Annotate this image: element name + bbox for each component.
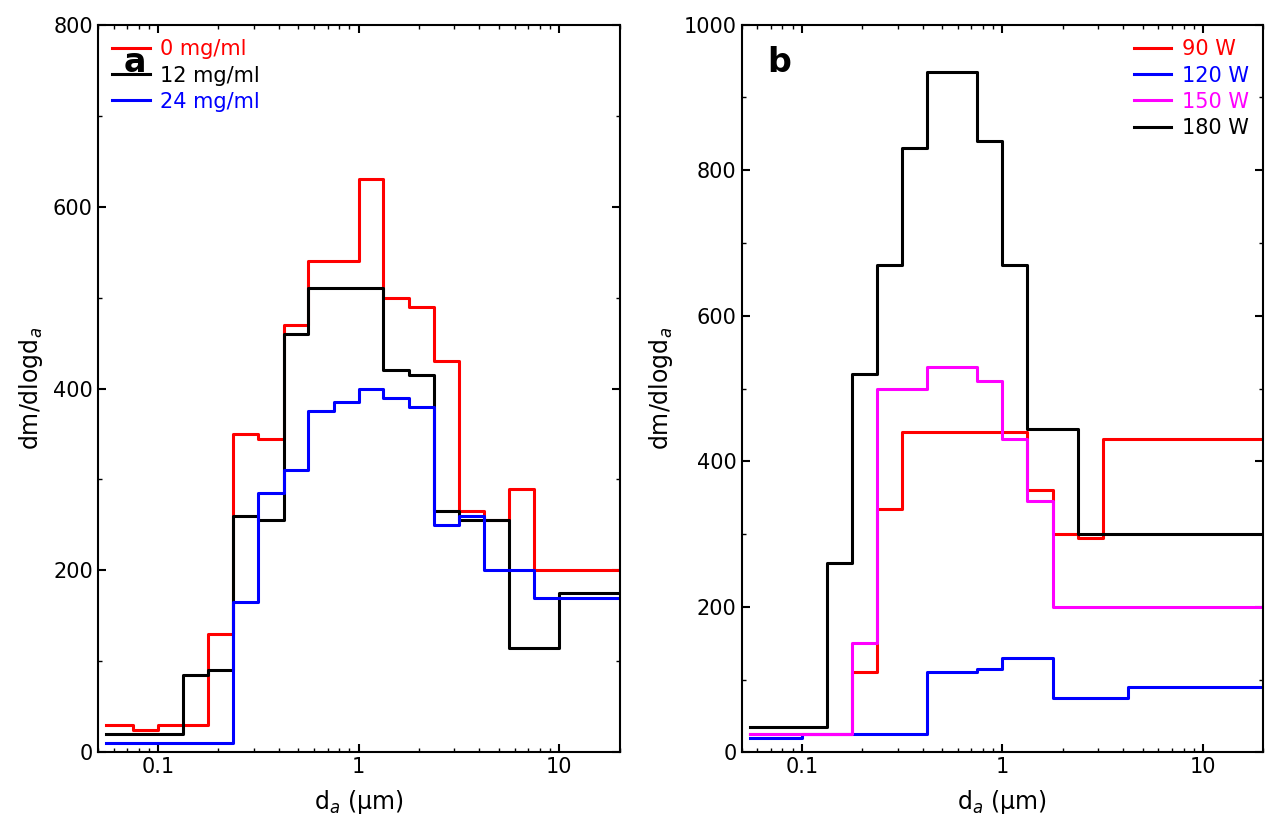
120 W — [1256, 682, 1271, 692]
24 mg/ml — [326, 407, 342, 416]
X-axis label: d$_a$ (μm): d$_a$ (μm) — [314, 788, 403, 816]
90 W — [919, 427, 934, 437]
0 mg/ml — [201, 720, 216, 730]
12 mg/ml — [326, 283, 342, 293]
Text: b: b — [768, 47, 791, 79]
0 mg/ml — [326, 257, 342, 267]
Line: 180 W: 180 W — [750, 72, 1263, 727]
90 W — [1094, 435, 1110, 445]
24 mg/ml — [351, 383, 366, 393]
X-axis label: d$_a$ (μm): d$_a$ (μm) — [957, 788, 1047, 816]
90 W — [895, 427, 910, 437]
Line: 0 mg/ml: 0 mg/ml — [106, 179, 620, 730]
Line: 12 mg/ml: 12 mg/ml — [106, 288, 620, 734]
24 mg/ml — [201, 738, 216, 748]
12 mg/ml — [275, 516, 291, 526]
120 W — [845, 729, 860, 739]
Line: 90 W: 90 W — [750, 432, 1263, 734]
120 W — [970, 667, 986, 677]
180 W — [970, 67, 986, 77]
Line: 120 W: 120 W — [750, 658, 1263, 738]
Line: 150 W: 150 W — [750, 367, 1263, 734]
24 mg/ml — [151, 738, 166, 748]
150 W — [845, 729, 860, 739]
180 W — [1094, 529, 1110, 539]
0 mg/ml — [151, 725, 166, 735]
150 W — [794, 729, 809, 739]
120 W — [794, 733, 809, 743]
Line: 24 mg/ml: 24 mg/ml — [106, 388, 620, 743]
90 W — [995, 427, 1010, 437]
0 mg/ml — [99, 720, 114, 730]
90 W — [742, 729, 758, 739]
12 mg/ml — [451, 516, 466, 526]
120 W — [919, 729, 934, 739]
24 mg/ml — [275, 488, 291, 498]
0 mg/ml — [476, 506, 492, 516]
150 W — [919, 383, 934, 393]
24 mg/ml — [451, 511, 466, 521]
180 W — [742, 722, 758, 732]
90 W — [845, 729, 860, 739]
150 W — [1094, 601, 1110, 611]
0 mg/ml — [351, 174, 366, 184]
Legend: 0 mg/ml, 12 mg/ml, 24 mg/ml: 0 mg/ml, 12 mg/ml, 24 mg/ml — [108, 35, 264, 116]
120 W — [742, 733, 758, 743]
90 W — [1256, 435, 1271, 445]
180 W — [794, 722, 809, 732]
120 W — [1094, 693, 1110, 703]
0 mg/ml — [612, 566, 627, 576]
150 W — [970, 362, 986, 372]
12 mg/ml — [151, 729, 166, 739]
12 mg/ml — [301, 283, 316, 293]
12 mg/ml — [201, 670, 216, 680]
Y-axis label: dm/dlogd$_a$: dm/dlogd$_a$ — [17, 327, 45, 450]
12 mg/ml — [612, 588, 627, 598]
90 W — [794, 729, 809, 739]
150 W — [1256, 601, 1271, 611]
180 W — [995, 260, 1010, 270]
0 mg/ml — [125, 725, 141, 735]
Legend: 90 W, 120 W, 150 W, 180 W: 90 W, 120 W, 150 W, 180 W — [1130, 35, 1253, 142]
12 mg/ml — [351, 283, 366, 293]
180 W — [845, 558, 860, 568]
150 W — [919, 362, 934, 372]
24 mg/ml — [351, 383, 366, 393]
150 W — [995, 435, 1010, 445]
Text: a: a — [124, 47, 146, 79]
24 mg/ml — [612, 593, 627, 603]
12 mg/ml — [99, 729, 114, 739]
0 mg/ml — [275, 433, 291, 443]
90 W — [970, 427, 986, 437]
180 W — [1256, 529, 1271, 539]
24 mg/ml — [99, 738, 114, 748]
120 W — [995, 653, 1010, 663]
Y-axis label: dm/dlogd$_a$: dm/dlogd$_a$ — [648, 327, 676, 450]
120 W — [995, 653, 1010, 663]
150 W — [742, 729, 758, 739]
0 mg/ml — [376, 174, 392, 184]
180 W — [919, 67, 934, 77]
180 W — [919, 143, 934, 153]
